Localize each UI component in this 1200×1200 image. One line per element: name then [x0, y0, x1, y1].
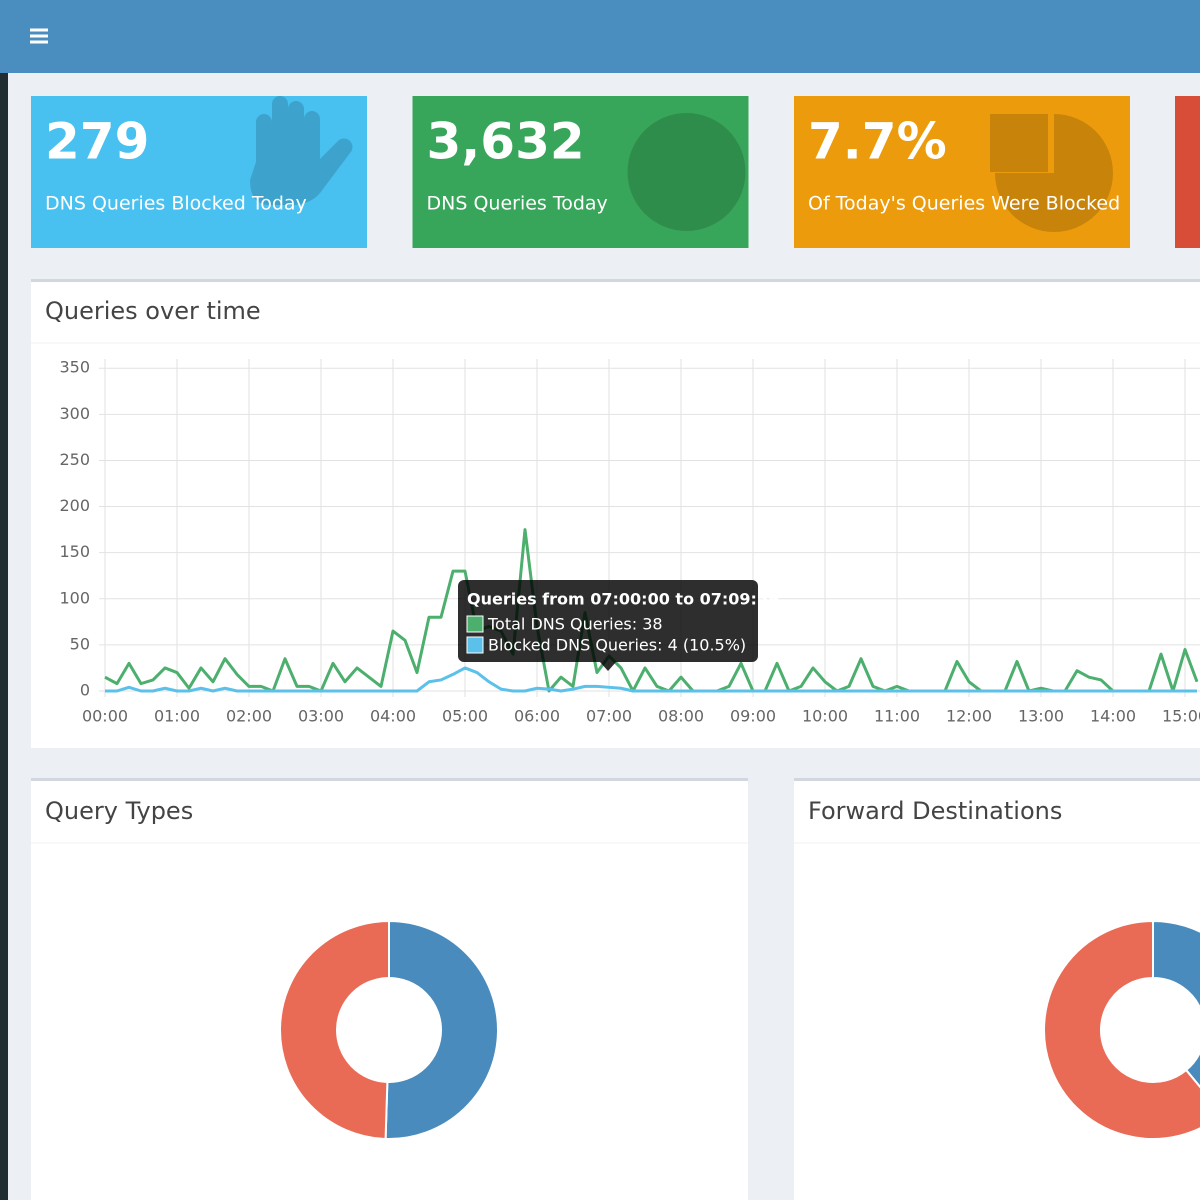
- sidebar-edge: [0, 73, 8, 1200]
- tooltip-swatch: [466, 636, 484, 654]
- stat-box: [31, 96, 367, 248]
- x-tick-label: 00:00: [82, 707, 128, 726]
- stat-value: 7.7%: [808, 113, 947, 171]
- top-bar: [0, 0, 1200, 73]
- x-tick-label: 02:00: [226, 707, 272, 726]
- panel: [31, 279, 1200, 748]
- y-tick-label: 50: [70, 634, 90, 653]
- chart-layer: 279 DNS Queries Blocked Today 3,632 DNS Que…: [31, 96, 1200, 1140]
- x-tick-label: 12:00: [946, 707, 992, 726]
- stat-icon: [990, 114, 1048, 172]
- stat-box: [794, 96, 1130, 248]
- panel-border: [31, 778, 748, 781]
- stat-label: Of Today's Queries Were Blocked: [808, 193, 1120, 215]
- y-tick-label: 200: [59, 496, 90, 515]
- series-line: [104, 528, 1199, 693]
- tooltip-title: Queries from 07:00:00 to 07:09:59: [467, 590, 779, 609]
- panel-title: Forward Destinations: [808, 797, 1062, 825]
- x-tick-label: 14:00: [1090, 707, 1136, 726]
- pie-slice: [384, 919, 499, 1140]
- pie-slice: [1043, 919, 1200, 1140]
- y-tick-label: 300: [59, 404, 90, 423]
- tooltip-line: Total DNS Queries: 38: [487, 615, 663, 634]
- x-tick-label: 08:00: [658, 707, 704, 726]
- tooltip-box: [458, 580, 758, 662]
- x-tick-label: 15:00: [1162, 707, 1200, 726]
- tooltip-line: Blocked DNS Queries: 4 (10.5%): [488, 636, 746, 655]
- pie-slice: [278, 919, 390, 1140]
- stat-box: [1175, 96, 1200, 248]
- tooltip-swatch: [466, 615, 484, 633]
- x-tick-label: 11:00: [874, 707, 920, 726]
- stat-value: 279: [45, 113, 149, 171]
- x-tick-label: 01:00: [154, 707, 200, 726]
- panel-border: [794, 778, 1200, 781]
- x-tick-label: 03:00: [298, 707, 344, 726]
- series-line: [105, 666, 1197, 693]
- x-tick-label: 13:00: [1018, 707, 1064, 726]
- stat-label: DNS Queries Blocked Today: [45, 193, 307, 215]
- stat-icon: [995, 114, 1113, 232]
- y-tick-label: 250: [59, 450, 90, 469]
- menu-toggle[interactable]: [30, 28, 48, 44]
- stat-value: 3,632: [427, 113, 585, 171]
- x-tick-label: 05:00: [442, 707, 488, 726]
- stat-icon: [250, 96, 353, 205]
- x-tick-label: 06:00: [514, 707, 560, 726]
- stat-box: [412, 96, 749, 248]
- x-tick-label: 04:00: [370, 707, 416, 726]
- y-tick-label: 350: [59, 358, 90, 377]
- y-tick-label: 0: [80, 681, 90, 700]
- x-tick-label: 09:00: [730, 707, 776, 726]
- stat-icon: [627, 113, 746, 231]
- x-tick-label: 10:00: [802, 707, 848, 726]
- y-tick-label: 100: [59, 588, 90, 607]
- y-tick-label: 150: [59, 542, 90, 561]
- pie-slice: [1152, 919, 1200, 1089]
- tooltip: Queries from 07:00:00 to 07:09:59 Total …: [458, 580, 779, 671]
- x-tick-label: 07:00: [586, 707, 632, 726]
- panel-title: Query Types: [45, 797, 193, 825]
- panel-title: Queries over time: [45, 297, 261, 325]
- panel-border: [31, 279, 1200, 282]
- tooltip-pointer: [600, 662, 616, 671]
- stat-label: DNS Queries Today: [427, 193, 608, 215]
